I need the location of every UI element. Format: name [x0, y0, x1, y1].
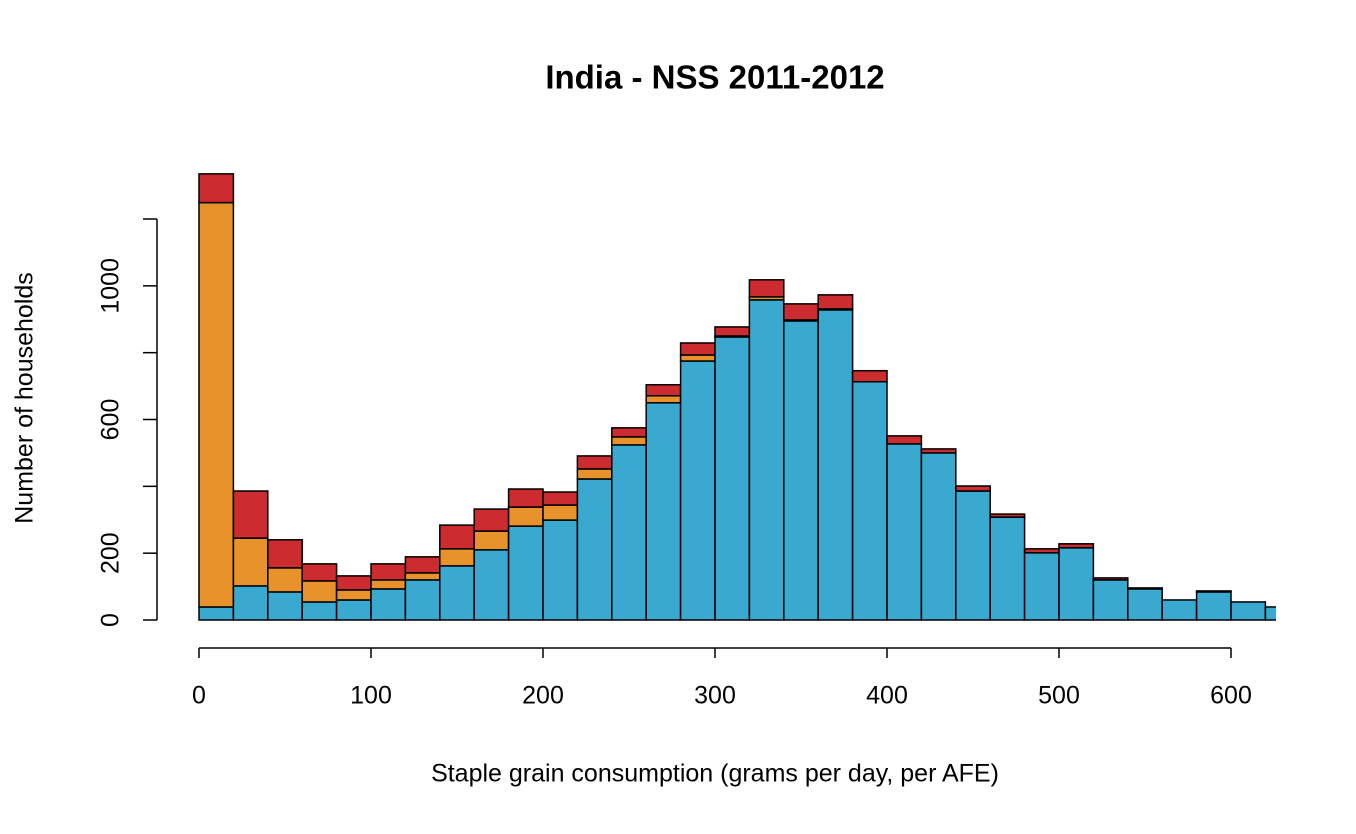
- bar-segment: [1264, 606, 1276, 621]
- bar-segment: [1195, 591, 1232, 621]
- x-axis-label: Staple grain consumption (grams per day,…: [431, 760, 999, 788]
- bar-segment: [542, 491, 579, 506]
- x-tick-label: 600: [1210, 682, 1252, 710]
- bar-segment: [542, 519, 579, 621]
- bar-segment: [748, 299, 785, 621]
- bar-segment: [335, 575, 372, 591]
- bar-segment: [232, 490, 269, 539]
- x-tick-label: 0: [192, 682, 206, 710]
- bar-segment: [439, 548, 475, 567]
- bar-segment: [576, 478, 613, 621]
- bar-segment: [439, 565, 475, 621]
- y-tick-label: 1000: [97, 258, 125, 314]
- bar-segment: [576, 455, 613, 470]
- bar-segment: [267, 591, 303, 621]
- bar-segment: [679, 360, 716, 621]
- bar-segment: [576, 468, 613, 480]
- bar-segment: [267, 539, 303, 569]
- bar-segment: [507, 506, 544, 527]
- bar-segment: [198, 173, 235, 204]
- bar-segment: [955, 485, 991, 492]
- bar-segment: [611, 427, 647, 438]
- bar-segment: [645, 402, 682, 621]
- x-tick-label: 200: [522, 682, 564, 710]
- bars: [198, 173, 1276, 621]
- bar-segment: [886, 443, 923, 621]
- bar-segment: [611, 444, 647, 621]
- bar-segment: [886, 435, 923, 445]
- bar-segment: [851, 380, 888, 621]
- bar-segment: [955, 490, 991, 621]
- bar-segment: [783, 303, 819, 321]
- bar-segment: [1127, 588, 1163, 621]
- bar-segment: [1092, 579, 1129, 621]
- bar-segment: [301, 601, 338, 621]
- y-axis-label: Number of households: [11, 272, 39, 524]
- bar-segment: [714, 326, 751, 337]
- bar-segment: [473, 508, 510, 532]
- bar-segment: [507, 488, 544, 508]
- bar-segment: [1023, 552, 1060, 621]
- bar-segment: [473, 549, 510, 621]
- bar-segment: [335, 589, 372, 601]
- chart-title: India - NSS 2011-2012: [545, 59, 884, 96]
- bar-segment: [404, 579, 441, 621]
- bar-segment: [1023, 548, 1060, 554]
- bar-segment: [1092, 577, 1129, 581]
- bar-segment: [817, 294, 854, 310]
- bar-segment: [232, 585, 269, 621]
- bar-segment: [507, 525, 544, 621]
- bar-segment: [542, 504, 579, 521]
- bar-segment: [989, 513, 1026, 518]
- bar-segment: [1058, 543, 1095, 549]
- bar-segment: [1127, 587, 1163, 590]
- bar-segment: [404, 572, 441, 581]
- x-tick-label: 100: [350, 682, 392, 710]
- bar-segment: [370, 579, 407, 590]
- bar-segment: [989, 516, 1026, 621]
- bar-segment: [301, 580, 338, 603]
- bar-segment: [851, 369, 888, 383]
- bar-segment: [645, 395, 682, 404]
- bar-segment: [817, 309, 854, 621]
- y-tick-label: 0: [97, 613, 125, 627]
- y-tick-label: 200: [97, 532, 125, 574]
- bar-segment: [611, 436, 647, 446]
- bar-segment: [232, 537, 269, 587]
- bar-segment: [1195, 590, 1232, 593]
- bar-segment: [645, 383, 682, 397]
- bar-segment: [370, 563, 407, 581]
- bar-segment: [1230, 601, 1267, 621]
- bar-segment: [404, 556, 441, 574]
- bar-segment: [267, 567, 303, 593]
- bar-segment: [335, 599, 372, 621]
- bar-segment: [714, 336, 751, 621]
- bar-segment: [1161, 599, 1198, 621]
- bar-segment: [679, 354, 716, 362]
- x-tick-label: 300: [694, 682, 736, 710]
- bar-segment: [1058, 547, 1095, 621]
- bar-segment: [679, 342, 716, 356]
- x-tick-label: 500: [1038, 682, 1080, 710]
- bar-segment: [920, 448, 957, 454]
- x-tick-label: 400: [866, 682, 908, 710]
- bar-segment: [473, 530, 510, 551]
- bar-segment: [198, 201, 235, 608]
- bar-segment: [748, 279, 785, 298]
- bar-segment: [439, 524, 475, 550]
- bar-segment: [370, 588, 407, 621]
- bar-segment: [920, 452, 957, 621]
- bar-segment: [301, 563, 338, 582]
- bar-segment: [783, 320, 819, 621]
- bar-segment: [198, 606, 235, 621]
- y-tick-label: 600: [97, 399, 125, 441]
